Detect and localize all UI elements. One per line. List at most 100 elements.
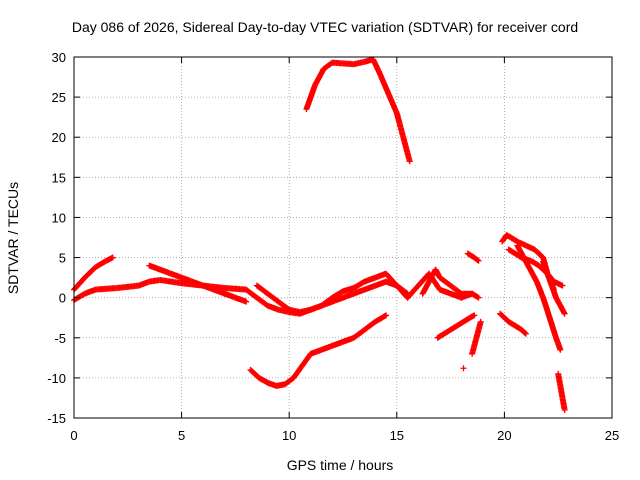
series-arc-i — [464, 250, 482, 264]
data-point — [290, 363, 305, 381]
data-points — [71, 56, 568, 413]
series-arc-q — [555, 370, 568, 413]
data-point — [92, 285, 119, 293]
y-tick-label: 25 — [52, 90, 66, 105]
data-point — [400, 134, 413, 163]
data-point — [561, 310, 568, 317]
data-point — [557, 302, 567, 316]
data-point — [469, 336, 480, 357]
data-point — [522, 330, 529, 337]
data-point — [454, 319, 466, 329]
series-arc-g — [419, 266, 482, 301]
data-point — [501, 314, 511, 324]
data-point — [383, 270, 399, 288]
y-tick-label: -5 — [54, 331, 66, 346]
data-point — [507, 234, 520, 244]
data-point — [471, 312, 478, 319]
data-point — [312, 67, 326, 89]
data-point — [529, 258, 541, 268]
data-point — [464, 250, 477, 260]
data-point — [540, 294, 553, 320]
y-tick-label: 0 — [59, 291, 66, 306]
data-point — [361, 319, 378, 333]
data-point — [303, 83, 318, 113]
y-tick-label: -15 — [47, 411, 66, 426]
data-point — [477, 318, 484, 325]
y-tick-label: -10 — [47, 371, 66, 386]
data-point — [475, 257, 482, 264]
data-point — [247, 366, 262, 380]
data-point — [557, 346, 564, 353]
data-point — [350, 279, 367, 291]
series-arc-c — [146, 262, 250, 305]
data-point — [436, 274, 453, 288]
data-point — [415, 271, 432, 289]
data-point — [350, 327, 367, 341]
series-arc-h — [434, 312, 478, 341]
data-point — [320, 60, 335, 72]
y-axis-label: SDTVAR / TECUs — [5, 182, 21, 294]
data-point — [548, 282, 559, 300]
data-point — [243, 298, 250, 305]
y-tick-label: 30 — [52, 50, 66, 65]
data-point — [518, 326, 529, 336]
data-point — [540, 258, 550, 276]
data-point — [318, 295, 335, 309]
series-arc-k — [460, 365, 467, 372]
y-tick-label: 20 — [52, 130, 66, 145]
data-point — [281, 375, 296, 388]
data-point — [460, 315, 472, 325]
grid — [74, 57, 612, 418]
data-point — [553, 334, 563, 352]
data-point — [561, 406, 568, 413]
series-arc-d — [253, 270, 476, 316]
data-point — [243, 286, 270, 308]
data-point — [473, 320, 484, 341]
data-point — [559, 394, 568, 412]
data-point — [460, 365, 467, 372]
chart-title: Day 086 of 2026, Sidereal Day-to-day VTE… — [72, 19, 578, 35]
data-point — [109, 254, 116, 261]
y-tick-label: 5 — [59, 251, 66, 266]
data-point — [406, 158, 413, 165]
data-point — [385, 90, 400, 115]
data-point — [469, 290, 481, 300]
data-point — [299, 351, 313, 369]
data-point — [92, 258, 109, 271]
data-point — [393, 282, 410, 300]
x-tick-label: 15 — [390, 428, 404, 443]
data-point — [520, 254, 533, 272]
data-point — [393, 110, 406, 139]
data-point — [555, 370, 564, 388]
data-point — [329, 289, 345, 301]
series-arc-f — [303, 56, 413, 165]
data-point — [404, 283, 421, 301]
data-point — [471, 254, 481, 263]
series-arc-j — [469, 318, 484, 357]
x-tick-label: 5 — [178, 428, 185, 443]
data-point — [275, 298, 292, 312]
data-point — [419, 279, 432, 297]
data-point — [512, 322, 524, 333]
data-point — [383, 312, 390, 319]
series-arc-e — [247, 312, 390, 389]
data-point — [372, 313, 388, 325]
data-point — [497, 310, 507, 320]
data-point — [553, 294, 563, 308]
data-point — [527, 266, 539, 284]
y-tick-label: 10 — [52, 210, 66, 225]
data-point — [114, 282, 141, 291]
data-point — [544, 270, 555, 288]
data-point — [533, 278, 546, 300]
data-point — [81, 265, 98, 281]
data-point — [447, 282, 464, 296]
data-point — [376, 70, 391, 95]
data-point — [264, 290, 281, 304]
data-point — [475, 294, 482, 301]
x-axis-label: GPS time / hours — [287, 457, 394, 473]
x-tick-label: 0 — [70, 428, 77, 443]
data-point — [370, 56, 382, 75]
x-tick-label: 10 — [282, 428, 296, 443]
data-point — [546, 314, 559, 340]
